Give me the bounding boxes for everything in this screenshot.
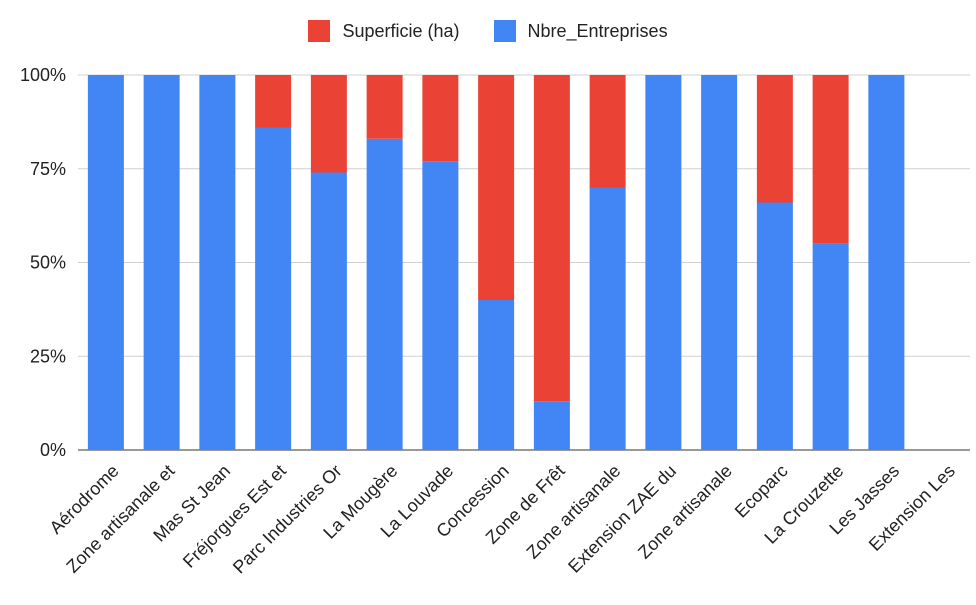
bar-nbre-entreprises: [87, 75, 124, 450]
legend-item-superficie[interactable]: Superficie (ha): [308, 20, 460, 42]
bar-superficie: [478, 75, 515, 300]
y-tick-label: 100%: [20, 65, 66, 85]
bar-nbre-entreprises: [533, 401, 570, 450]
bar-nbre-entreprises: [255, 127, 292, 450]
bar-nbre-entreprises: [143, 75, 180, 450]
bar-nbre-entreprises: [868, 75, 905, 450]
x-tick-label: Zone artisanale: [634, 461, 736, 563]
bar-nbre-entreprises: [199, 75, 236, 450]
bar-superficie: [310, 75, 347, 173]
bar-nbre-entreprises: [812, 243, 849, 450]
y-tick-label: 25%: [30, 346, 66, 366]
bar-nbre-entreprises: [756, 202, 793, 450]
legend-item-entreprises[interactable]: Nbre_Entreprises: [493, 20, 668, 42]
bar-superficie: [255, 75, 292, 128]
y-tick-label: 75%: [30, 159, 66, 179]
legend-label-superficie: Superficie (ha): [342, 20, 460, 41]
bar-nbre-entreprises: [310, 172, 347, 450]
legend: Superficie (ha) Nbre_Entreprises: [0, 18, 976, 44]
y-tick-label: 0%: [40, 440, 66, 460]
bar-nbre-entreprises: [422, 161, 459, 450]
bar-superficie: [366, 75, 403, 139]
x-tick-label: Zone artisanale: [523, 461, 625, 563]
legend-swatch-superficie: [308, 20, 331, 42]
bar-nbre-entreprises: [478, 300, 515, 450]
bar-nbre-entreprises: [366, 138, 403, 450]
bar-superficie: [589, 75, 626, 188]
bar-superficie: [533, 75, 570, 402]
bar-nbre-entreprises: [701, 75, 738, 450]
bar-nbre-entreprises: [589, 187, 626, 450]
legend-label-entreprises: Nbre_Entreprises: [527, 20, 668, 41]
bar-superficie: [812, 75, 849, 244]
bar-superficie: [422, 75, 459, 162]
x-tick-label: Fréjorgues Est et: [179, 461, 290, 572]
bar-nbre-entreprises: [645, 75, 682, 450]
y-tick-label: 50%: [30, 253, 66, 273]
bar-superficie: [756, 75, 793, 203]
legend-swatch-entreprises: [493, 20, 516, 42]
